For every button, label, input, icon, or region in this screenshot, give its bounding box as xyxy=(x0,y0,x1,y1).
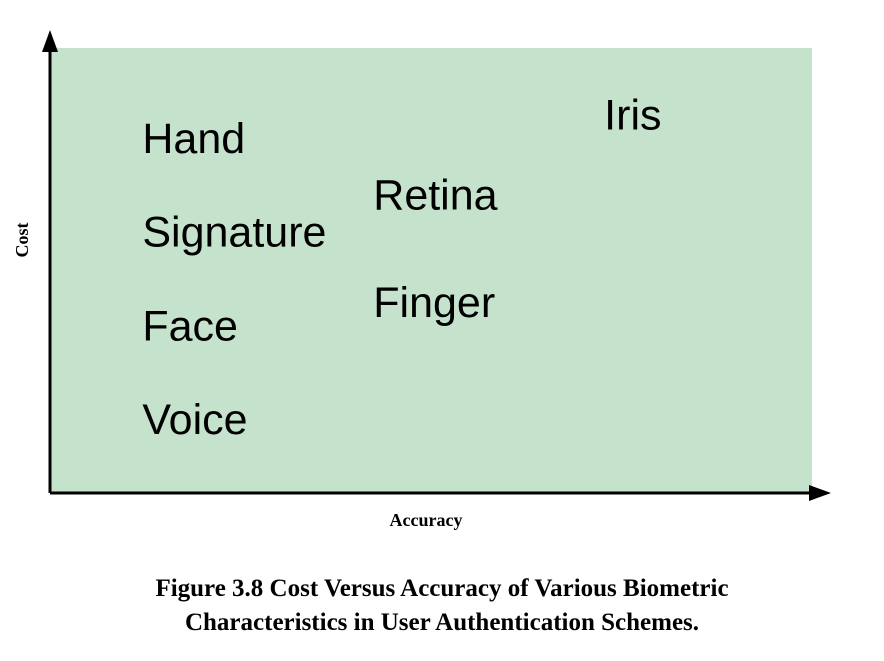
data-label-signature: Signature xyxy=(142,209,326,257)
data-label-hand: Hand xyxy=(142,115,245,163)
data-labels: Hand Signature Face Voice Retina Finger Iris xyxy=(142,92,661,444)
figure-caption: Figure 3.8 Cost Versus Accuracy of Vario… xyxy=(0,572,884,640)
caption-line-2: Characteristics in User Authentication S… xyxy=(184,609,700,636)
data-label-face: Face xyxy=(142,302,238,350)
plot-background xyxy=(50,48,812,493)
x-axis-title: Accuracy xyxy=(390,510,463,530)
y-axis-arrowhead xyxy=(42,30,58,52)
caption-line-1: Figure 3.8 Cost Versus Accuracy of Vario… xyxy=(155,575,729,602)
x-axis-arrowhead xyxy=(809,485,831,501)
data-label-voice: Voice xyxy=(142,396,247,444)
y-axis-title: Cost xyxy=(12,222,32,257)
data-label-retina: Retina xyxy=(373,171,497,219)
chart: Accuracy Cost Hand Signature Face Voice Reti… xyxy=(12,30,831,530)
data-label-finger: Finger xyxy=(373,279,495,327)
data-label-iris: Iris xyxy=(604,92,661,140)
